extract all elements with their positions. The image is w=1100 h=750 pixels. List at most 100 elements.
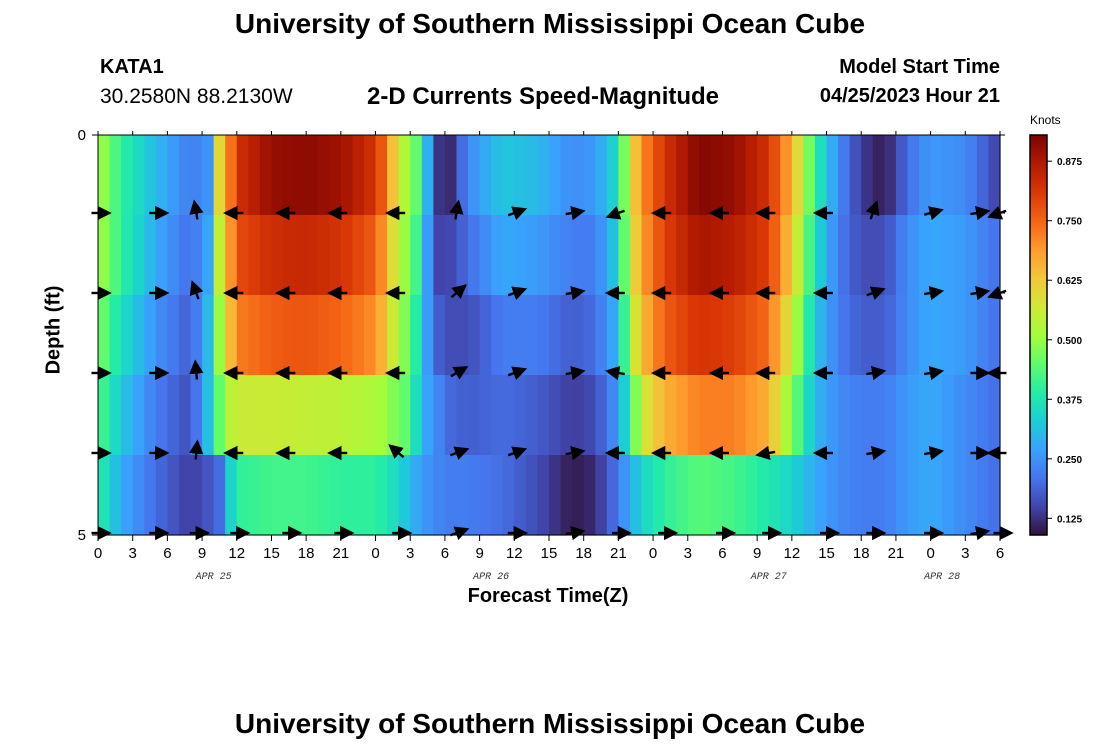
x-tick-label: 0	[94, 545, 102, 562]
heatmap-cell	[155, 135, 168, 216]
x-tick-label: 3	[406, 545, 414, 562]
heatmap-cell	[895, 295, 909, 376]
x-tick-label: 12	[784, 545, 801, 562]
heatmap-cell	[387, 215, 400, 296]
heatmap-cell	[803, 455, 816, 536]
heatmap-cell	[202, 215, 215, 296]
x-tick-label: 18	[575, 545, 592, 562]
heatmap-cell	[259, 135, 273, 216]
current-vector-arrow	[923, 206, 944, 221]
heatmap-cell	[271, 295, 284, 376]
current-vector-arrow	[923, 366, 945, 381]
heatmap-cell	[965, 215, 978, 296]
heatmap-cell	[283, 455, 296, 536]
heatmap-cell	[942, 295, 955, 376]
heatmap-cell	[895, 375, 909, 456]
current-vector-arrow	[565, 526, 586, 541]
x-tick-label: 6	[718, 545, 726, 562]
heatmap-cell	[988, 455, 1001, 536]
heatmap-cell	[687, 215, 700, 296]
heatmap-cell	[317, 215, 330, 296]
heatmap-cell	[236, 375, 249, 456]
heatmap-cell	[444, 455, 458, 536]
heatmap-cell	[225, 295, 238, 376]
heatmap-cell	[838, 135, 851, 216]
heatmap-cell	[953, 215, 966, 296]
heatmap-cell	[549, 215, 562, 296]
heatmap-cell	[930, 135, 943, 216]
colorbar-units-label: Knots	[1030, 113, 1061, 127]
colorbar-tick-label: 0.250	[1057, 455, 1082, 466]
heatmap-cell	[387, 375, 400, 456]
heatmap-cell	[745, 135, 758, 216]
heatmap-cell	[155, 215, 168, 296]
heatmap-cell	[98, 455, 111, 536]
heatmap-cell	[213, 295, 226, 376]
heatmap-cell	[514, 215, 527, 296]
heatmap-cell	[849, 455, 862, 536]
current-vector-arrow	[865, 200, 880, 220]
heatmap-cell	[352, 295, 365, 376]
heatmap-cell	[826, 135, 839, 216]
heatmap-cell	[225, 455, 238, 536]
heatmap-cell	[144, 295, 157, 376]
heatmap-cell	[814, 295, 828, 376]
heatmap-cell	[988, 135, 1001, 216]
heatmap-cell	[676, 375, 689, 456]
heatmap-cell	[178, 455, 192, 536]
x-tick-label: 6	[163, 545, 171, 562]
heatmap-cell	[167, 455, 180, 536]
axes: 0 3 6 9 12 15 18 21 0 3 6 9 12 15 18 21 0 3 6 9 12 15 18 21 0 3 6 A…	[78, 127, 1005, 583]
heatmap-cell	[803, 295, 816, 376]
heatmap-cell	[421, 375, 434, 456]
x-tick-label: 12	[228, 545, 245, 562]
heatmap-cell	[502, 215, 515, 296]
heatmap-cell	[664, 375, 677, 456]
heatmap-cell	[537, 135, 550, 216]
heatmap-cell	[132, 455, 145, 536]
heatmap-cell	[595, 375, 608, 456]
heatmap-cell	[988, 375, 1001, 456]
heatmap-cell	[583, 215, 596, 296]
heatmap-cell	[225, 375, 238, 456]
heatmap-cell	[398, 375, 411, 456]
heatmap-cell	[710, 455, 724, 536]
heatmap-cell	[340, 295, 354, 376]
heatmap-cell	[872, 135, 885, 216]
heatmap-cell	[907, 135, 920, 216]
date-label: APR 25	[195, 572, 232, 583]
current-vector-arrow	[450, 366, 469, 380]
heatmap-cell	[525, 455, 539, 536]
current-vector-arrow	[565, 206, 586, 221]
heatmap-cell	[456, 135, 469, 216]
heatmap-cell	[468, 375, 481, 456]
heatmap-cell	[202, 375, 215, 456]
x-tick-label: 6	[441, 545, 449, 562]
heatmap-cell	[572, 455, 585, 536]
current-vector-arrow	[507, 366, 528, 381]
heatmap-cell	[791, 295, 805, 376]
heatmap-cell	[468, 215, 481, 296]
heatmap-cell	[976, 295, 990, 376]
heatmap-cell	[259, 215, 273, 296]
heatmap-cell	[861, 215, 874, 296]
heatmap-cell	[456, 215, 469, 296]
heatmap-cell	[410, 295, 423, 376]
heatmap-cell	[98, 295, 111, 376]
heatmap-cell	[572, 375, 585, 456]
heatmap-cell	[98, 215, 111, 296]
heatmap-cell	[421, 215, 434, 296]
heatmap-cell	[595, 455, 608, 536]
heatmap-cell	[861, 375, 874, 456]
heatmap-cell	[745, 455, 758, 536]
heatmap-cell	[861, 295, 874, 376]
heatmap-cell	[514, 135, 527, 216]
heatmap-cell	[618, 215, 631, 296]
heatmap-cell	[653, 135, 666, 216]
heatmap-cell	[502, 455, 515, 536]
heatmap-cell	[525, 295, 539, 376]
heatmap-cell	[953, 135, 966, 216]
heatmap-cell	[849, 295, 862, 376]
heatmap-cell	[560, 295, 573, 376]
heatmap-cell	[919, 375, 932, 456]
